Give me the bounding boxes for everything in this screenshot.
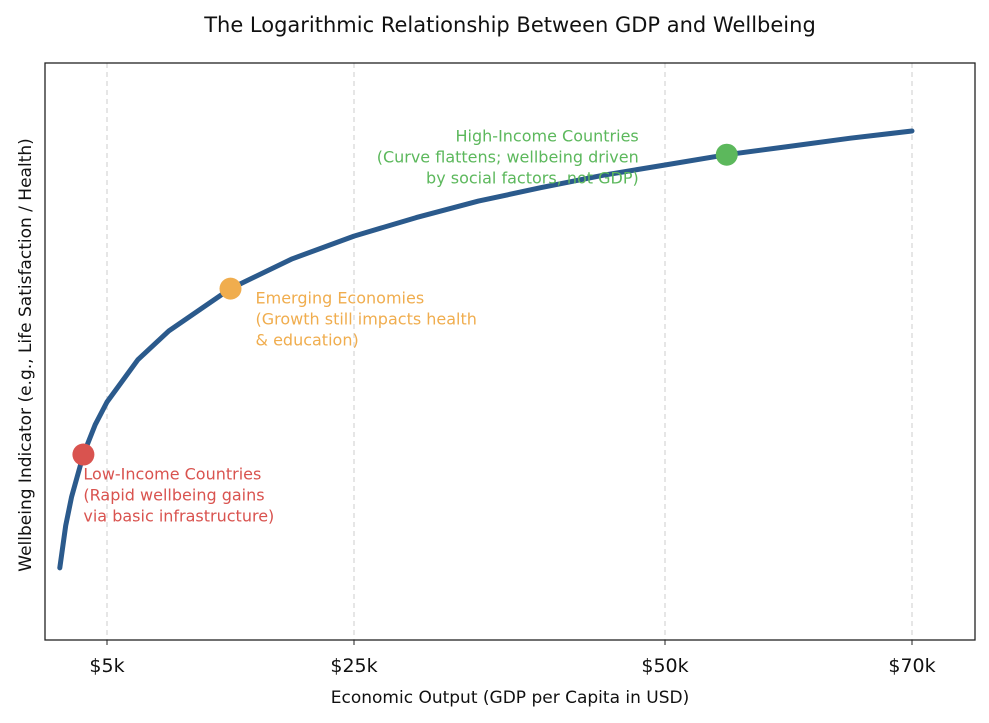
annotation-line: Low-Income Countries — [83, 465, 261, 484]
highlight-points — [72, 143, 738, 466]
annotation-line: (Curve flattens; wellbeing driven — [377, 148, 639, 167]
x-axis-label: Economic Output (GDP per Capita in USD) — [331, 688, 690, 708]
highlight-point — [72, 443, 95, 466]
x-tick-label: $5k — [89, 655, 124, 677]
highlight-point — [219, 277, 242, 300]
annotation-line: (Growth still impacts health — [256, 310, 477, 329]
grid-lines — [106, 63, 913, 640]
highlight-point — [715, 143, 738, 166]
x-tick-label: $50k — [641, 655, 688, 677]
annotations: Low-Income Countries (Rapid wellbeing gai… — [83, 127, 638, 526]
annotation-label: Emerging Economies (Growth still impacts … — [256, 289, 477, 350]
annotation-label: High-Income Countries (Curve flattens; we… — [377, 127, 639, 188]
x-tick-label: $25k — [330, 655, 377, 677]
annotation-line: (Rapid wellbeing gains — [83, 486, 264, 505]
annotation-line: Emerging Economies — [256, 289, 425, 308]
annotation-line: via basic infrastructure) — [83, 507, 274, 526]
x-tick-label: $70k — [888, 655, 935, 677]
annotation-line: High-Income Countries — [456, 127, 639, 146]
annotation-line: by social factors, not GDP) — [426, 169, 639, 188]
x-axis-ticks: $5k $25k $50k $70k — [89, 640, 936, 677]
y-axis-label: Wellbeing Indicator (e.g., Life Satisfac… — [16, 138, 36, 571]
annotation-label: Low-Income Countries (Rapid wellbeing gai… — [83, 465, 274, 526]
plot-area-frame — [44, 62, 976, 641]
annotation-line: & education) — [256, 331, 359, 350]
chart-title: The Logarithmic Relationship Between GDP… — [203, 13, 816, 37]
